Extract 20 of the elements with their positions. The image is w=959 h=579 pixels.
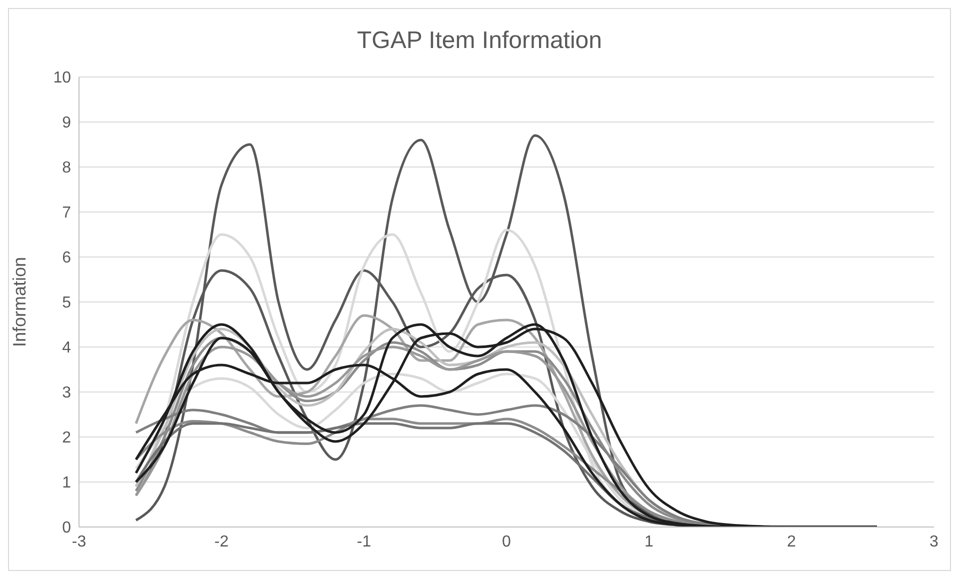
y-tick-label: 4 bbox=[62, 340, 72, 357]
x-tick-label: -3 bbox=[72, 533, 86, 550]
y-tick-label: 7 bbox=[62, 204, 72, 222]
y-tick-label: 2 bbox=[62, 430, 72, 447]
x-tick-label: 2 bbox=[787, 533, 796, 550]
y-tick-label: 6 bbox=[62, 250, 72, 267]
x-tick-label: 3 bbox=[930, 533, 939, 550]
y-tick-label: 10 bbox=[53, 70, 72, 87]
x-tick-label: 0 bbox=[502, 533, 512, 550]
y-tick-label: 9 bbox=[62, 114, 72, 132]
x-tick-label: -2 bbox=[214, 533, 229, 550]
y-tick-label: 8 bbox=[62, 160, 72, 177]
y-axis-title: Information bbox=[9, 256, 30, 348]
x-tick-label: -1 bbox=[356, 533, 372, 550]
y-tick-label: 1 bbox=[62, 474, 72, 492]
y-tick-label: 0 bbox=[62, 520, 72, 537]
x-tick-label: 1 bbox=[644, 533, 654, 550]
chart-title: TGAP Item Information bbox=[356, 26, 603, 56]
y-tick-label: 3 bbox=[62, 384, 72, 402]
y-tick-label: 5 bbox=[62, 294, 72, 312]
